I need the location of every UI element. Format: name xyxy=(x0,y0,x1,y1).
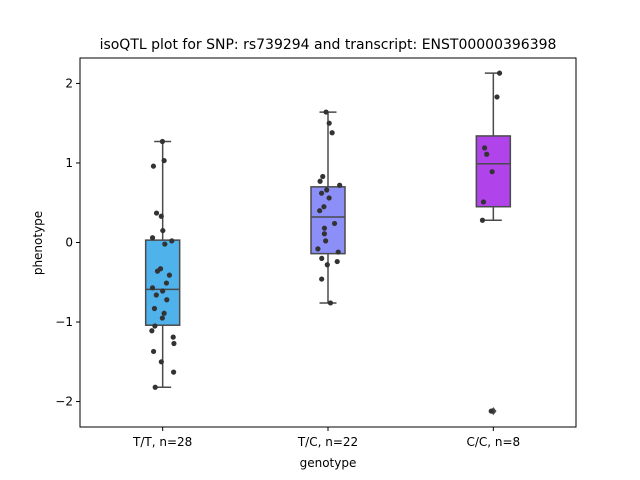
data-point xyxy=(324,262,330,268)
data-point xyxy=(163,280,170,286)
y-tick-label: 1 xyxy=(65,156,73,170)
x-axis: T/T, n=28 T/C, n=22 C/C, n=8 xyxy=(132,427,520,449)
data-point xyxy=(160,288,166,294)
data-point xyxy=(327,300,334,306)
data-point xyxy=(158,213,164,219)
data-point xyxy=(152,323,158,329)
data-point xyxy=(151,305,158,312)
box-group xyxy=(144,138,181,390)
data-point xyxy=(171,340,177,347)
data-point xyxy=(171,369,177,375)
data-point xyxy=(315,246,321,252)
data-point xyxy=(323,238,329,244)
data-point xyxy=(481,145,488,151)
y-axis-label: phenotype xyxy=(31,211,45,275)
y-axis: −2 −1 0 1 2 xyxy=(55,76,80,409)
x-tick-label: C/C, n=8 xyxy=(466,435,520,449)
data-point xyxy=(158,359,164,365)
data-point xyxy=(152,384,158,390)
data-point xyxy=(321,231,328,237)
data-point xyxy=(149,328,155,334)
data-point xyxy=(323,109,329,115)
data-point xyxy=(169,238,175,244)
data-point xyxy=(326,120,332,126)
data-point xyxy=(319,276,325,282)
data-point xyxy=(321,225,328,231)
data-point xyxy=(326,195,332,201)
y-tick-label: 2 xyxy=(65,76,73,90)
data-point xyxy=(317,208,323,214)
data-point xyxy=(153,210,160,216)
data-point xyxy=(164,297,170,303)
data-point xyxy=(324,187,330,193)
data-point xyxy=(162,241,168,247)
data-point xyxy=(484,151,490,157)
data-point xyxy=(320,173,326,180)
data-point xyxy=(318,190,325,196)
y-tick-label: −1 xyxy=(55,315,73,329)
data-point xyxy=(480,199,487,205)
x-tick-label: T/T, n=28 xyxy=(132,435,192,449)
data-point xyxy=(150,163,157,169)
box-group xyxy=(475,70,512,416)
x-tick-label: T/C, n=22 xyxy=(297,435,358,449)
data-point xyxy=(319,255,325,262)
plot-area xyxy=(144,70,512,416)
data-point xyxy=(160,227,166,234)
data-point xyxy=(321,204,327,210)
data-point xyxy=(317,178,323,184)
box xyxy=(144,239,181,326)
data-point xyxy=(161,310,167,316)
data-point xyxy=(159,138,166,145)
data-point xyxy=(496,70,503,76)
data-point xyxy=(154,268,161,274)
data-point xyxy=(331,220,338,227)
data-point xyxy=(335,249,341,255)
data-point xyxy=(337,182,343,188)
data-point xyxy=(489,169,495,175)
box-group xyxy=(310,109,346,306)
data-point xyxy=(488,408,494,414)
y-tick-label: 0 xyxy=(65,236,73,250)
data-point xyxy=(170,334,176,340)
data-point xyxy=(494,94,500,100)
x-axis-label: genotype xyxy=(300,456,357,470)
data-point xyxy=(329,130,335,136)
data-point xyxy=(166,272,173,278)
chart-title: isoQTL plot for SNP: rs739294 and transc… xyxy=(100,37,557,53)
data-point xyxy=(161,157,167,164)
data-point xyxy=(334,258,340,265)
data-point xyxy=(150,348,157,355)
data-point xyxy=(153,292,159,298)
data-point xyxy=(149,235,156,241)
data-point xyxy=(479,217,486,223)
data-point xyxy=(149,285,156,291)
y-tick-label: −2 xyxy=(55,395,73,409)
data-point xyxy=(159,315,165,321)
